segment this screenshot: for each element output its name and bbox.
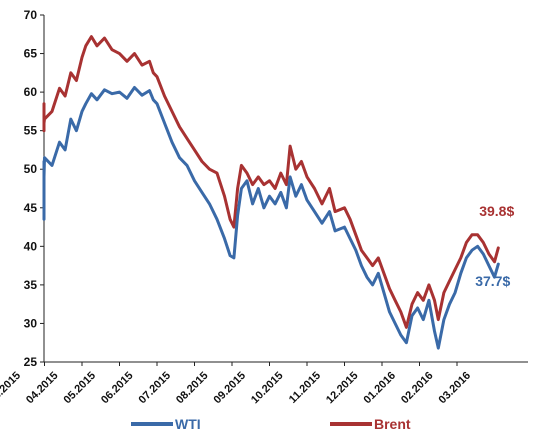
x-tick-label: 12.2015 — [324, 370, 361, 407]
y-tick-label: 55 — [24, 124, 38, 138]
y-tick-label: 35 — [24, 278, 38, 292]
x-tick-label: 03.2016 — [437, 370, 474, 407]
x-tick-label: 08.2015 — [174, 370, 211, 407]
x-tick-label: 05.2015 — [62, 370, 99, 407]
y-tick-label: 45 — [24, 201, 38, 215]
y-tick-group: 25 30 35 40 45 50 55 60 65 70 — [24, 8, 44, 369]
end-label-brent: 39.8$ — [479, 203, 514, 219]
y-tick-label: 60 — [24, 85, 38, 99]
x-tick-label: 01.2016 — [362, 370, 399, 407]
x-tick-label: 02.2016 — [399, 370, 436, 407]
x-tick-label: 06.2015 — [99, 370, 136, 407]
y-tick-label: 40 — [24, 239, 38, 253]
y-tick-label: 30 — [24, 316, 38, 330]
x-tick-label: 04.2015 — [24, 370, 61, 407]
x-tick-label: 11.2015 — [287, 370, 323, 406]
legend-label-brent: Brent — [374, 416, 411, 432]
x-tick-label: 03.2015 — [0, 370, 23, 407]
y-tick-label: 70 — [24, 8, 38, 22]
legend-label-wti: WTI — [175, 416, 201, 432]
series-line-wti — [42, 86, 500, 350]
end-labels: 37.7$ 39.8$ — [475, 203, 514, 289]
x-tick-group: 03.2015 04.2015 05.2015 06.2015 07.2015 08.20… — [0, 362, 473, 406]
x-tick-label: 07.2015 — [137, 370, 174, 407]
series-line-brent — [42, 35, 500, 329]
y-tick-label: 50 — [24, 162, 38, 176]
x-tick-label: 09.2015 — [212, 370, 249, 407]
y-tick-label: 65 — [24, 47, 38, 61]
series-lines — [42, 35, 500, 350]
end-label-wti: 37.7$ — [475, 273, 510, 289]
legend: WTI Brent — [131, 416, 411, 432]
y-tick-label: 25 — [24, 355, 38, 369]
x-tick-label: 10.2015 — [249, 370, 286, 407]
